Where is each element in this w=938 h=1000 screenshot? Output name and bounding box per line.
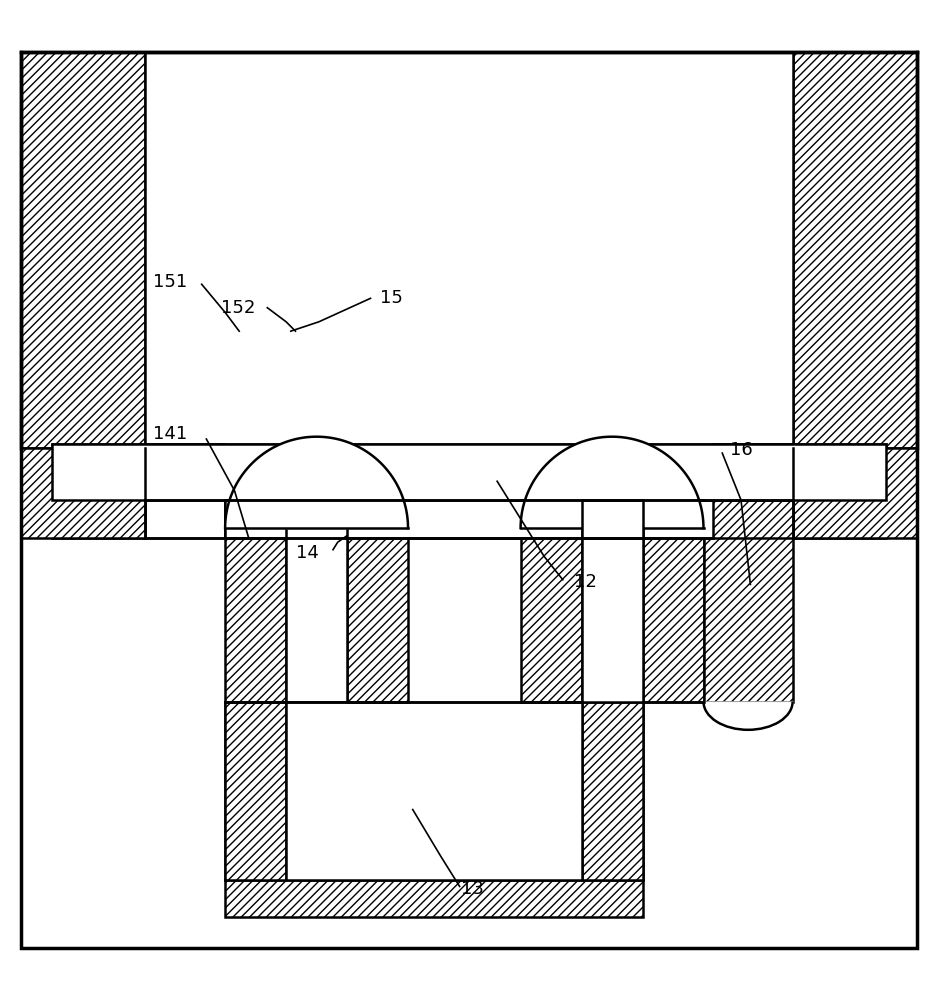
Bar [145, 444, 793, 500]
Text: 12: 12 [574, 573, 597, 591]
Bar [225, 500, 286, 702]
Text: 13: 13 [461, 880, 484, 898]
Bar [21, 52, 145, 448]
Bar [145, 52, 793, 448]
Bar [408, 500, 521, 702]
Bar [582, 702, 643, 880]
Bar [582, 500, 643, 702]
Text: 151: 151 [153, 273, 188, 291]
Text: 152: 152 [220, 299, 255, 317]
Bar [347, 500, 408, 702]
Bar [793, 448, 917, 538]
Bar [225, 702, 286, 880]
Bar [286, 500, 347, 702]
Bar [704, 500, 793, 702]
Bar [225, 500, 713, 538]
Bar [521, 500, 582, 702]
Bar [643, 500, 704, 702]
Bar [225, 880, 643, 917]
Bar [793, 52, 917, 448]
Bar [582, 702, 643, 880]
Bar [286, 702, 582, 880]
Bar [52, 444, 145, 538]
Text: 15: 15 [380, 289, 402, 307]
Text: 14: 14 [296, 544, 319, 562]
Bar [52, 444, 886, 500]
Bar [225, 702, 286, 880]
Bar [21, 448, 145, 538]
Text: 16: 16 [730, 441, 752, 459]
Text: 141: 141 [153, 425, 188, 443]
Bar [582, 500, 643, 538]
Bar [713, 444, 793, 538]
Bar [145, 444, 225, 538]
Bar [793, 444, 886, 538]
